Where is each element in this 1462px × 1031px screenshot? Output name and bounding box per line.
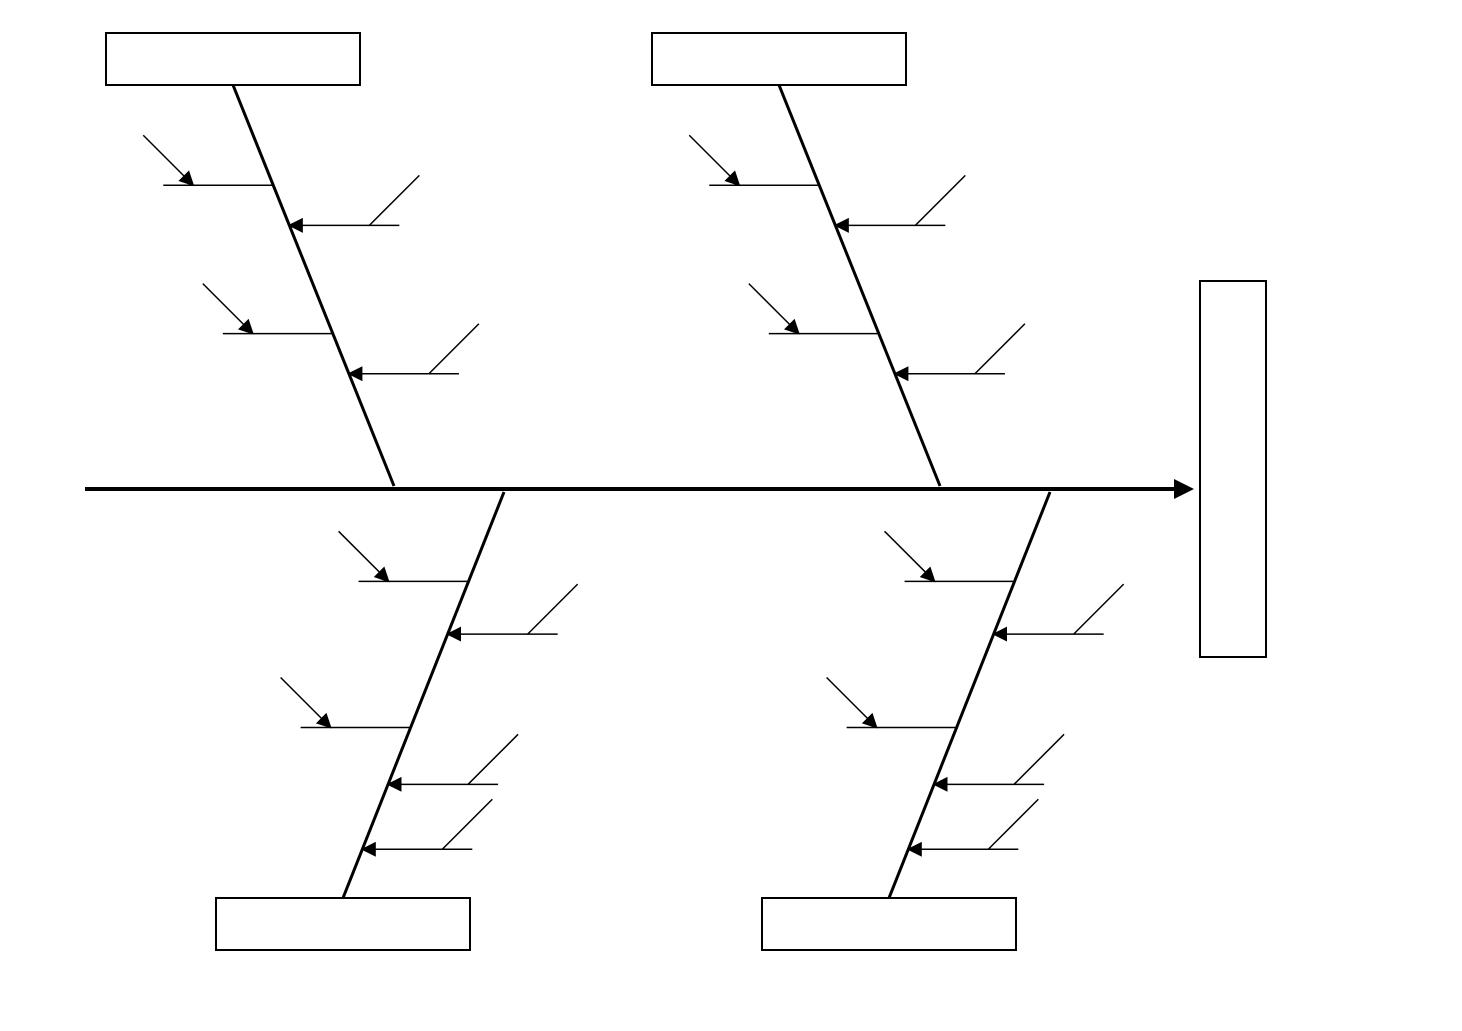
sub-cause-arrow-8 xyxy=(339,531,389,581)
sub-cause-arrow-10 xyxy=(281,677,331,727)
sub-cause-diag-5 xyxy=(915,175,965,225)
category-box-top-right xyxy=(652,33,906,85)
sub-cause-diag-17 xyxy=(988,799,1038,849)
sub-cause-diag-12 xyxy=(442,799,492,849)
sub-cause-arrow-0 xyxy=(143,135,193,185)
category-box-top-left xyxy=(106,33,360,85)
sub-cause-arrow-4 xyxy=(689,135,739,185)
category-box-bottom-right xyxy=(762,898,1016,950)
sub-cause-diag-3 xyxy=(429,324,479,374)
sub-cause-diag-11 xyxy=(468,734,518,784)
sub-cause-diag-14 xyxy=(1074,584,1124,634)
sub-cause-diag-16 xyxy=(1014,734,1064,784)
category-box-bottom-left xyxy=(216,898,470,950)
sub-cause-diag-7 xyxy=(975,324,1025,374)
sub-cause-diag-1 xyxy=(369,175,419,225)
sub-cause-arrow-2 xyxy=(203,284,253,334)
sub-cause-diag-9 xyxy=(528,584,578,634)
head-box xyxy=(1200,281,1266,657)
sub-cause-arrow-6 xyxy=(749,284,799,334)
bone-top-left xyxy=(233,85,394,486)
bone-bottom-left xyxy=(343,492,504,898)
sub-cause-arrow-13 xyxy=(885,531,935,581)
bone-bottom-right xyxy=(889,492,1050,898)
fishbone-diagram xyxy=(0,0,1462,1031)
sub-cause-arrow-15 xyxy=(827,677,877,727)
bone-top-right xyxy=(779,85,940,486)
